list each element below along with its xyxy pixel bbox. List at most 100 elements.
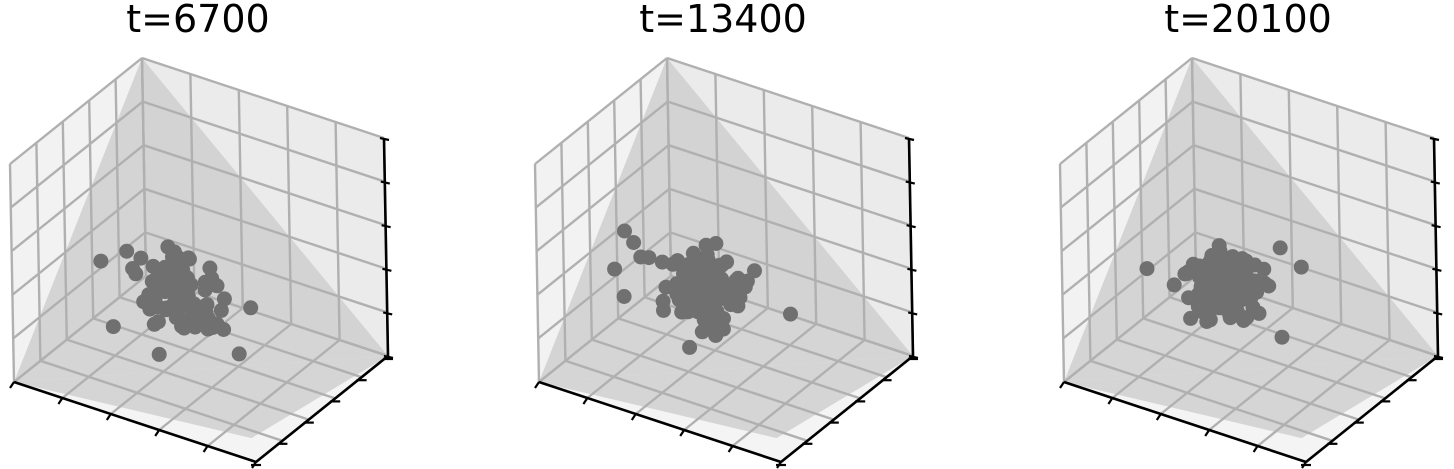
z-tick xyxy=(1433,354,1444,360)
gridline xyxy=(35,142,42,361)
scatter-point xyxy=(180,250,196,266)
gridline xyxy=(11,187,146,296)
scatter-point xyxy=(1239,268,1255,284)
gridline xyxy=(141,56,385,140)
gridline xyxy=(537,231,671,340)
z-tick xyxy=(379,136,390,142)
gridline xyxy=(114,79,121,298)
scatter-point xyxy=(1166,277,1182,293)
z-tick xyxy=(1432,311,1443,316)
scatter-point xyxy=(682,339,698,355)
gridline xyxy=(66,338,310,421)
gridline xyxy=(1085,142,1092,361)
x-tick xyxy=(630,413,637,421)
scatter-point xyxy=(1211,238,1227,254)
plot-3d-axes xyxy=(8,56,394,469)
z-tick xyxy=(907,311,918,316)
gridline xyxy=(88,100,95,319)
x-tick xyxy=(1252,445,1259,453)
gridline xyxy=(158,323,292,431)
gridline xyxy=(1111,121,1118,340)
x-tick xyxy=(776,461,782,469)
z-tick xyxy=(906,224,916,229)
gridline xyxy=(237,89,244,309)
scatter-point xyxy=(694,324,710,340)
gridline xyxy=(669,187,912,270)
scatter-point xyxy=(702,260,718,276)
scatter-point xyxy=(1139,261,1155,277)
scatter-point xyxy=(633,249,649,265)
z-tick xyxy=(382,311,393,316)
scatter-point xyxy=(160,239,176,255)
scatter-point xyxy=(676,275,691,291)
scatter-point xyxy=(1196,298,1212,314)
z-tick xyxy=(380,180,391,185)
gridline xyxy=(142,100,386,183)
z-axis xyxy=(1432,137,1440,357)
gridline xyxy=(1060,144,1195,253)
z-tick xyxy=(907,267,917,272)
scatter-point xyxy=(174,318,190,334)
plot-3d-axes xyxy=(533,56,919,469)
scatter-point xyxy=(1251,305,1267,321)
scatter-point xyxy=(213,302,229,318)
gridline xyxy=(683,323,817,431)
gridline xyxy=(1192,100,1436,183)
gridline xyxy=(1194,231,1438,314)
panel-3: t=20100 xyxy=(1058,0,1444,469)
scatter-point xyxy=(119,243,135,259)
gridline xyxy=(1138,100,1145,319)
gridline xyxy=(1287,89,1294,309)
scatter-point xyxy=(658,279,674,295)
scatter-point xyxy=(1229,303,1245,319)
scatter-point xyxy=(151,346,167,362)
scatter-point xyxy=(128,266,144,282)
scatter-point xyxy=(1234,251,1250,267)
scatter-point xyxy=(204,270,220,286)
scatter-point xyxy=(714,290,730,306)
panel-title: t=6700 xyxy=(126,0,269,41)
gridline xyxy=(533,163,541,383)
scatter-point xyxy=(607,261,623,277)
scatter-point xyxy=(231,346,247,362)
gridline xyxy=(1256,339,1391,447)
gridline xyxy=(1160,307,1294,415)
shaded-region xyxy=(14,58,388,382)
gridline xyxy=(1061,187,1196,296)
scatter-point xyxy=(1204,251,1220,267)
scatter-point xyxy=(183,277,199,293)
scatter-point xyxy=(93,253,109,269)
scatter-point xyxy=(715,321,731,337)
scatter-point xyxy=(216,291,232,307)
gridline xyxy=(10,144,145,253)
scatter-point xyxy=(169,264,185,280)
scatter-point xyxy=(1239,288,1255,304)
gridline xyxy=(665,57,673,277)
gridline xyxy=(61,121,68,340)
scatter-point xyxy=(186,297,202,313)
gridline xyxy=(1090,359,1333,442)
scatter-point xyxy=(1215,299,1231,314)
scatter-point xyxy=(703,303,719,319)
panel-1: t=6700 xyxy=(8,0,394,469)
x-tick xyxy=(1059,381,1065,389)
gridline xyxy=(144,231,388,314)
scatter-point xyxy=(1274,329,1290,345)
shaded-region xyxy=(539,58,913,382)
gridline xyxy=(666,56,910,140)
scatter-point xyxy=(243,300,259,316)
scatter-point xyxy=(698,273,714,289)
scatter-point xyxy=(158,302,174,318)
scatter-point xyxy=(656,302,671,318)
gridline xyxy=(10,100,144,209)
z-axis xyxy=(907,137,915,357)
gridline xyxy=(140,57,148,277)
scatter-point xyxy=(1272,240,1288,256)
panel-2: t=13400 xyxy=(533,0,919,469)
scatter-point xyxy=(105,319,121,335)
gridline xyxy=(1208,323,1342,431)
gridline xyxy=(13,275,147,383)
scatter-point xyxy=(1202,312,1218,328)
x-tick xyxy=(1204,429,1211,437)
gridline xyxy=(92,317,336,400)
